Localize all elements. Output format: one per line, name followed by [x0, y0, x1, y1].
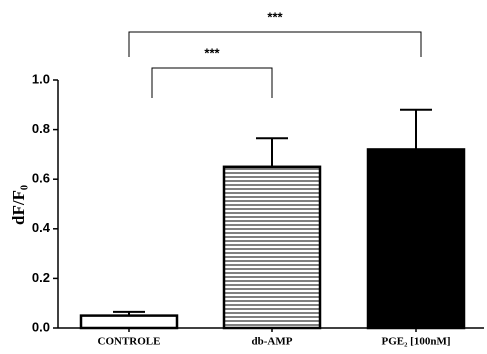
- significance-bracket: [128, 31, 422, 57]
- bar: [366, 148, 466, 330]
- y-axis-label: dF/F₀: [9, 185, 28, 225]
- y-tick-label: 0.8: [32, 121, 50, 136]
- x-tick-label: PGE₂ [100nM]: [382, 336, 451, 348]
- significance-label: ***: [204, 45, 220, 60]
- y-tick-label: 1.0: [32, 71, 50, 86]
- y-tick-label: 0.6: [32, 171, 50, 186]
- y-tick-label: 0.2: [32, 270, 50, 285]
- x-tick-label: CONTROLE: [98, 336, 161, 348]
- significance-bracket: [151, 67, 273, 98]
- y-tick-label: 0.0: [32, 319, 50, 334]
- bar: [222, 165, 322, 330]
- y-tick-label: 0.4: [32, 220, 51, 235]
- significance-label: ***: [267, 9, 283, 24]
- bar: [79, 314, 179, 330]
- x-tick-label: db-AMP: [252, 336, 293, 348]
